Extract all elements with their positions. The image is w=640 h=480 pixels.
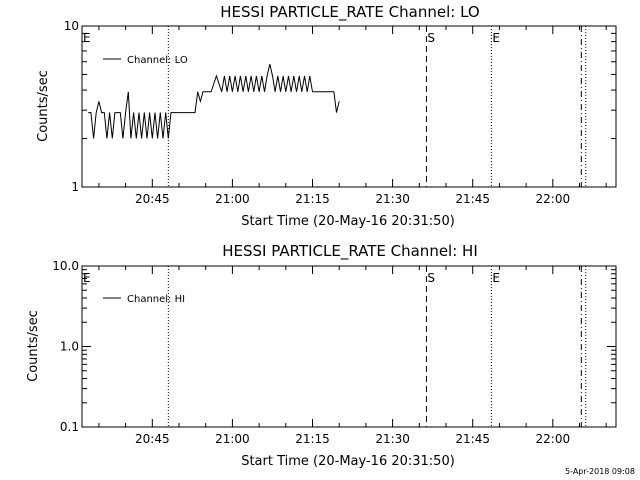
- plot-frame-lo: [81, 25, 617, 188]
- y-tick-label: 10.0: [52, 259, 79, 273]
- panel-lo: HESSI PARTICLE_RATE Channel: LO Counts/s…: [36, 3, 617, 229]
- legend-lo: Channel: LO: [103, 55, 188, 66]
- plot-frame-hi: [81, 265, 617, 428]
- legend-label-hi: Channel: HI: [127, 294, 185, 305]
- x-tick-label: 20:45: [135, 432, 170, 446]
- y-tick-label: 10: [64, 19, 79, 33]
- x-tick-label: 21:15: [295, 192, 330, 206]
- series-line: [88, 63, 340, 139]
- y-axis-label-lo: Counts/sec: [36, 70, 51, 142]
- panel-hi: HESSI PARTICLE_RATE Channel: HI Counts/s…: [26, 242, 617, 469]
- x-tick-label: 21:45: [455, 432, 490, 446]
- x-tick-label: 21:30: [375, 192, 410, 206]
- series-lo: [88, 63, 340, 139]
- axis-ticks-lo: 20:45 21:00 21:15 21:30 21:45 22:00 1 10: [64, 19, 616, 206]
- x-tick-label: 21:15: [295, 432, 330, 446]
- legend-hi: Channel: HI: [103, 294, 185, 305]
- event-marker: E: [492, 31, 500, 45]
- event-marker: S: [427, 271, 435, 285]
- x-axis-label-hi: Start Time (20-May-16 20:31:50): [241, 454, 455, 469]
- x-tick-label: 21:00: [215, 432, 250, 446]
- x-axis-label-lo: Start Time (20-May-16 20:31:50): [241, 214, 455, 229]
- event-marker: S: [427, 31, 435, 45]
- event-marker: E: [83, 271, 91, 285]
- y-tick-label: 0.1: [60, 420, 79, 434]
- chart-title-hi: HESSI PARTICLE_RATE Channel: HI: [222, 242, 478, 261]
- y-tick-label: 1.0: [60, 340, 79, 354]
- y-tick-label: 1: [71, 180, 79, 194]
- x-tick-label: 21:30: [375, 432, 410, 446]
- x-tick-label: 22:00: [536, 432, 571, 446]
- x-tick-label: 22:00: [536, 192, 571, 206]
- event-marker: E: [83, 31, 91, 45]
- x-tick-label: 21:00: [215, 192, 250, 206]
- chart-title-lo: HESSI PARTICLE_RATE Channel: LO: [220, 3, 479, 22]
- event-marker: E: [492, 271, 500, 285]
- footer-timestamp: 5-Apr-2018 09:08: [565, 467, 635, 476]
- y-axis-label-hi: Counts/sec: [26, 310, 41, 382]
- x-tick-label: 21:45: [455, 192, 490, 206]
- axis-ticks-hi: 20:45 21:00 21:15 21:30 21:45 22:00 0.1 1.0 10.0: [52, 259, 616, 446]
- legend-label-lo: Channel: LO: [127, 55, 188, 66]
- x-tick-label: 20:45: [135, 192, 170, 206]
